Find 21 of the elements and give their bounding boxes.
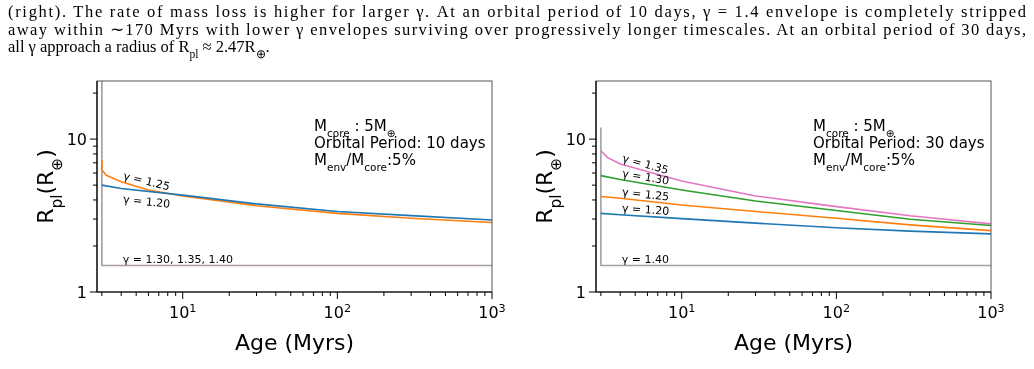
x-tick-label: 10$^{3}$ xyxy=(977,301,1005,322)
x-tick-label: 10$^{2}$ xyxy=(822,301,851,322)
series-label: γ = 1.30, 1.35, 1.40 xyxy=(122,252,234,266)
x-axis-title: Age (Myrs) xyxy=(733,330,854,355)
y-tick-label: 1 xyxy=(575,283,586,302)
text: γ = 1.20 xyxy=(122,192,171,211)
text: γ = 1.25 xyxy=(122,169,172,194)
series-label: γ = 1.40 xyxy=(621,252,670,266)
x-tick-label: 10$^{3}$ xyxy=(478,301,506,322)
x-tick-label: 10$^{2}$ xyxy=(323,301,352,322)
y-tick-label: 1 xyxy=(76,283,87,302)
text: γ = 1.25 xyxy=(621,185,670,204)
text: M$_{core}$ : 5M$_{⊕}$ Orbital Period: 30 days M$_{env}$/M$_{core}$:5% xyxy=(813,117,985,173)
x-tick-label: 10$^{1}$ xyxy=(168,301,197,322)
y-tick-label: 10 xyxy=(66,130,87,150)
series-label: γ = 1.20 xyxy=(621,201,670,218)
x-axis-title: Age (Myrs) xyxy=(234,330,355,355)
x-tick-label: 10$^{1}$ xyxy=(667,301,696,322)
y-tick-label: 10 xyxy=(565,130,586,150)
text: M$_{core}$ : 5M$_{⊕}$ Orbital Period: 10 days M$_{env}$/M$_{core}$:5% xyxy=(314,117,486,173)
text: (right). The rate of mass loss is higher for larger γ. At an orbital period of 10 days, γ = 1.4 envelope is completely stripped away within ∼170 Myrs with lower γ envelopes surviving over progressively longer timescales. At an orbital period of 30 days, all γ approach a radius of R$_{pl}$ ≈ 2.47R$_{⊕}$. xyxy=(8,2,1027,61)
